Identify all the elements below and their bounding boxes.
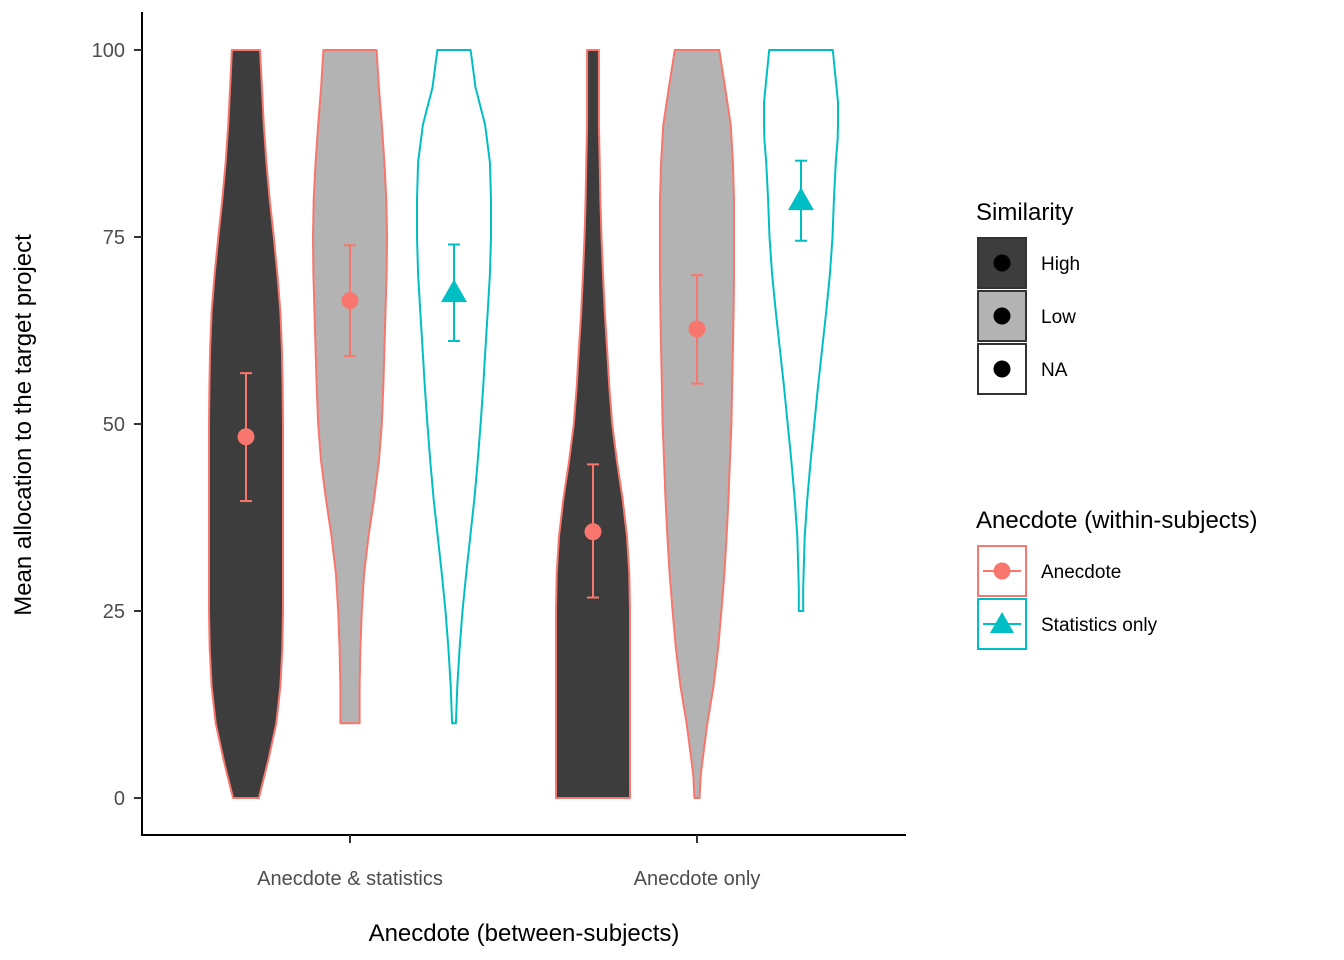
legend-similarity: Similarity High Low NA	[976, 199, 1080, 395]
legend-key-point	[993, 562, 1011, 580]
mean-point-circle	[688, 320, 706, 338]
violin-anecdote-statistics-low	[312, 49, 388, 725]
y-tick-label: 75	[103, 227, 125, 249]
legend-key-point	[993, 254, 1011, 272]
legend-anecdote: Anecdote (within-subjects) Anecdote Statis…	[976, 507, 1257, 650]
violin-anecdote-statistics-na	[416, 49, 492, 725]
legend-key-point	[993, 307, 1011, 325]
legend-label: NA	[1041, 360, 1068, 381]
legend-title: Similarity	[976, 199, 1073, 226]
mean-point-circle	[237, 428, 255, 446]
y-tick-label: 0	[114, 788, 125, 810]
legend-label: Anecdote	[1041, 562, 1121, 583]
violin-anecdote-only-na	[763, 49, 839, 612]
legend-key-point	[993, 360, 1011, 378]
violin-anecdote-only-low	[659, 49, 735, 799]
y-tick-label: 25	[103, 601, 125, 623]
x-tick-label: Anecdote only	[634, 868, 761, 890]
legend-label: High	[1041, 254, 1080, 275]
violin-anecdote-only-high	[555, 49, 631, 799]
mean-point-triangle	[788, 187, 814, 211]
legend-title: Anecdote (within-subjects)	[976, 507, 1257, 534]
mean-point-triangle	[441, 279, 467, 303]
legend-key-triangle	[990, 612, 1014, 633]
y-tick-label: 100	[92, 40, 125, 62]
x-tick-label: Anecdote & statistics	[257, 868, 443, 890]
mean-markers	[237, 159, 814, 599]
mean-point-circle	[584, 523, 602, 541]
y-axis-title: Mean allocation to the target project	[10, 234, 37, 616]
x-axis-title: Anecdote (between-subjects)	[369, 920, 680, 947]
mean-point-circle	[341, 292, 359, 310]
y-tick-label: 50	[103, 414, 125, 436]
y-ticks: 0 25 50 75 100	[92, 40, 142, 810]
x-ticks: Anecdote & statistics Anecdote only	[257, 835, 760, 890]
legend-label: Statistics only	[1041, 615, 1158, 636]
violins	[208, 49, 839, 799]
legend-label: Low	[1041, 307, 1076, 328]
